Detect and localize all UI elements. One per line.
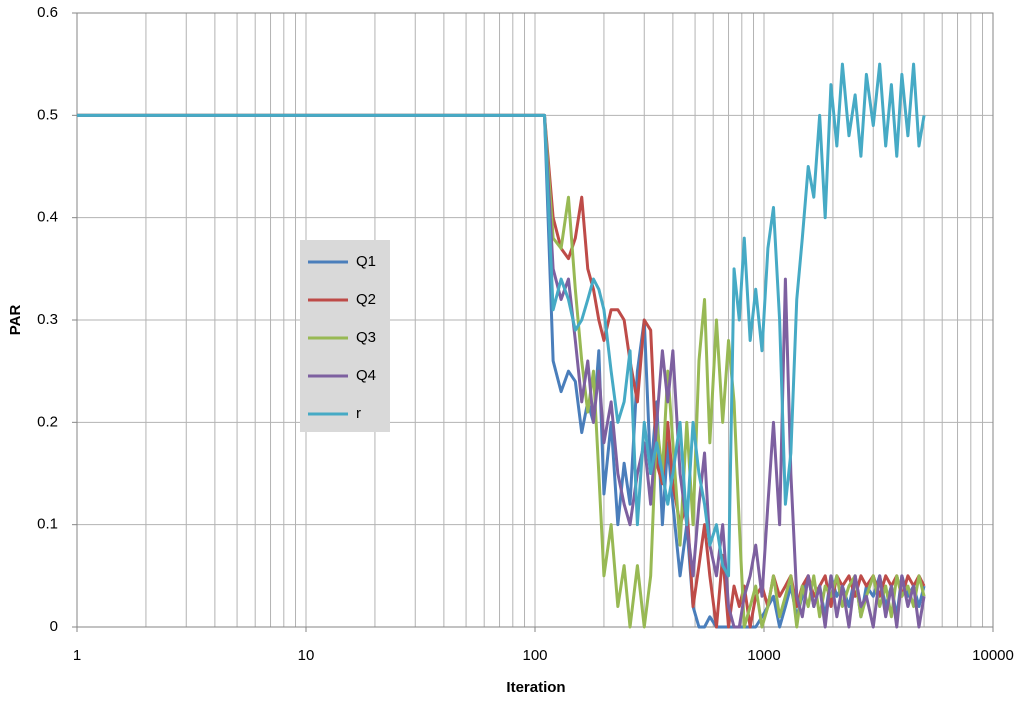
plot-border [76,12,994,628]
legend: Q1 Q2 Q3 Q4 r [300,240,390,432]
y-tick-label: 0.4 [37,209,58,226]
x-tick-label: 100 [522,647,547,664]
series-line [77,113,926,629]
series-line [77,62,926,578]
x-tick-label: 10000 [972,647,1014,664]
legend-label: Q1 [356,253,376,270]
y-tick-label: 0.3 [37,311,58,328]
x-tick-label: 1 [73,647,81,664]
legend-box [300,240,390,432]
legend-label: Q4 [356,367,376,384]
x-tick-label: 10 [298,647,315,664]
legend-label: Q3 [356,329,376,346]
y-tick-label: 0.5 [37,106,58,123]
y-tick-label: 0.1 [37,516,58,533]
y-axis-title: PAR [7,305,24,336]
series-line [77,113,926,629]
y-tick-label: 0 [50,618,58,635]
x-axis-title: Iteration [506,679,565,696]
series-line [77,113,926,629]
x-tick-label: 1000 [747,647,780,664]
y-tick-label: 0.6 [37,4,58,21]
legend-label: r [356,405,361,422]
y-tick-label: 0.2 [37,413,58,430]
legend-label: Q2 [356,291,376,308]
